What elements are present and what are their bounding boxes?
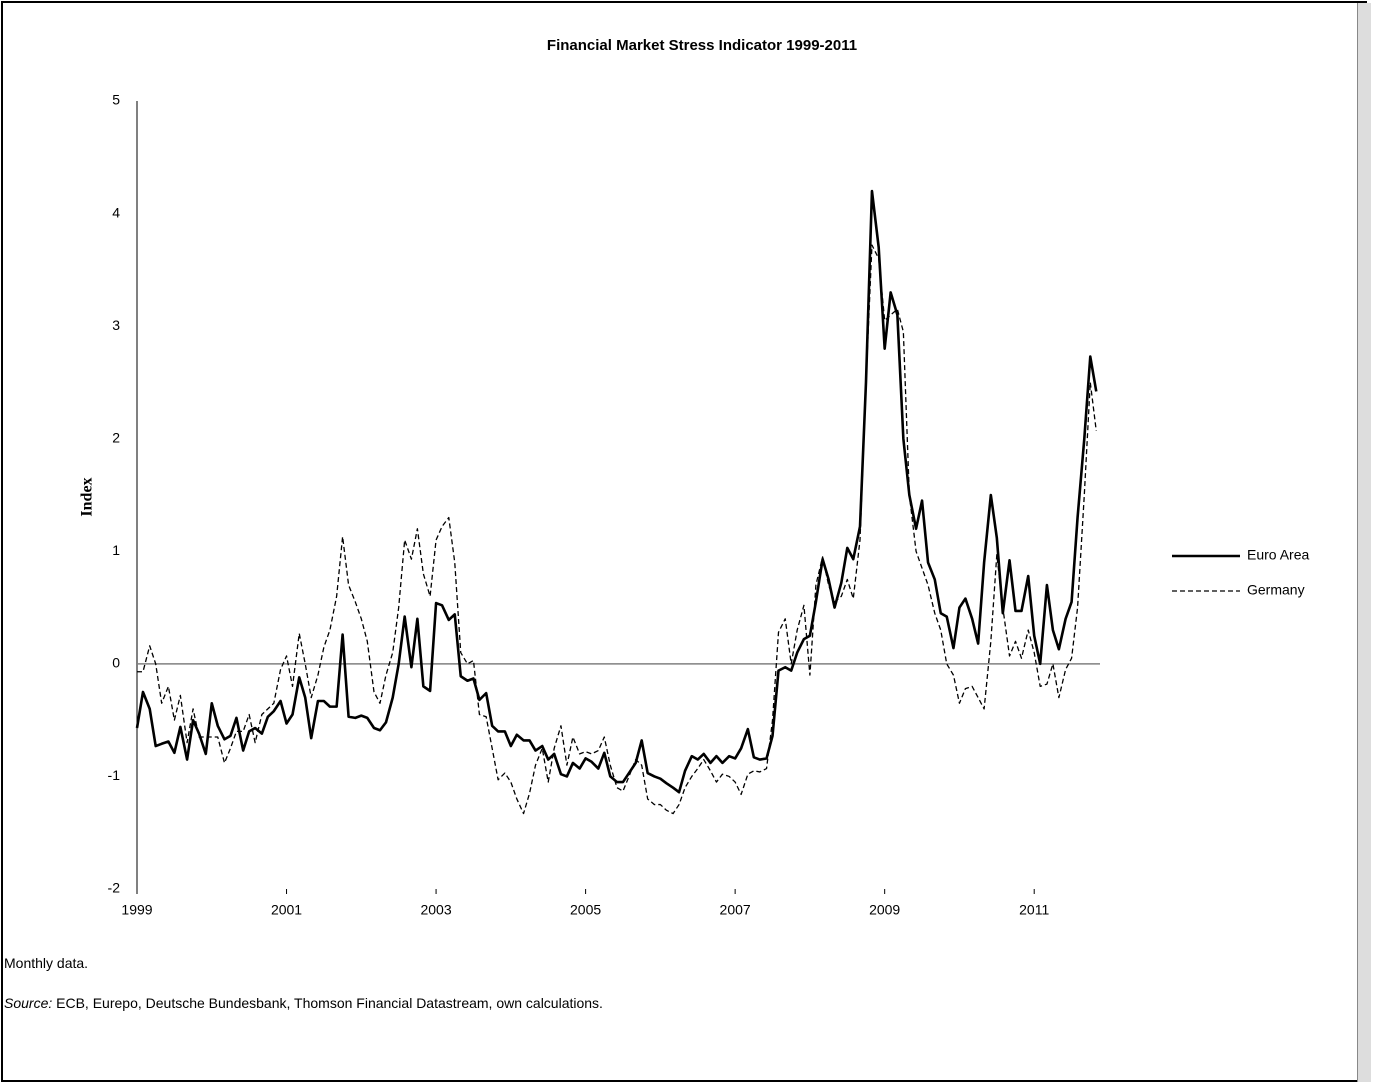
source-label: Source:	[4, 995, 53, 1011]
x-tick-label: 2009	[869, 902, 900, 918]
y-tick-label: 1	[112, 542, 120, 558]
y-tick-label: -1	[108, 767, 121, 783]
legend-label: Euro Area	[1247, 547, 1309, 563]
x-tick-label: 2007	[720, 902, 751, 918]
legend-label: Germany	[1247, 582, 1305, 598]
y-tick-label: 3	[112, 317, 120, 333]
y-tick-label: 5	[112, 92, 120, 108]
footnote: Monthly data.	[4, 955, 89, 971]
x-tick-label: 1999	[121, 902, 152, 918]
y-tick-label: -2	[108, 880, 121, 896]
y-axis-label: Index	[79, 477, 96, 516]
chart-title: Financial Market Stress Indicator 1999-2…	[547, 37, 857, 54]
y-tick-label: 0	[112, 655, 120, 671]
source-note: Source: ECB, Eurepo, Deutsche Bundesbank…	[4, 995, 603, 1011]
x-tick-label: 2005	[570, 902, 601, 918]
line-series	[137, 244, 1097, 815]
source-text: ECB, Eurepo, Deutsche Bundesbank, Thomso…	[56, 995, 603, 1011]
y-tick-label: 2	[112, 429, 120, 445]
x-tick-label: 2011	[1019, 902, 1049, 918]
x-tick-label: 2001	[271, 902, 302, 918]
scrollbar	[1357, 3, 1371, 1082]
x-tick-label: 2003	[420, 902, 451, 918]
line-series	[135, 189, 1098, 794]
y-tick-label: 4	[112, 204, 120, 220]
